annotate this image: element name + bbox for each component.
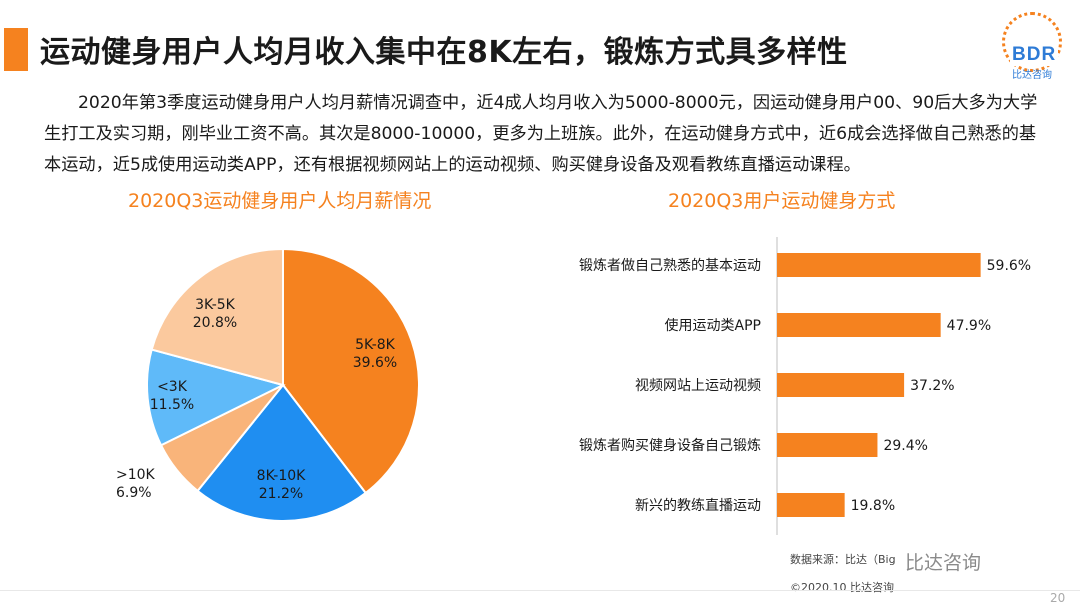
pie-value->10K: 6.9% xyxy=(116,485,152,501)
pie-chart: 5K-8K 39.6% 8K-10K 21.2% >10K 6.9% <3K 11.5% 3K-… xyxy=(116,247,420,522)
pie-label-3K-5K: 3K-5K xyxy=(195,297,236,313)
logo-subtitle: 比达咨询 xyxy=(1012,70,1052,81)
pie-slice-3K-5K xyxy=(150,247,284,387)
title-accent-bar xyxy=(4,28,28,71)
bar-chart: 锻炼者做自己熟悉的基本运动 59.6% 使用运动类APP 47.9% 视频网站上运动视频… xyxy=(579,237,1031,535)
pie-chart-title: 2020Q3运动健身用户人均月薪情况 xyxy=(128,190,432,212)
bar-category-label: 新兴的教练直播运动 xyxy=(635,497,761,514)
logo-text: BDR xyxy=(1010,44,1059,66)
bar-category-label: 锻炼者做自己熟悉的基本运动 xyxy=(579,257,761,274)
pie-label->10K: >10K xyxy=(116,467,156,483)
bar-4 xyxy=(777,433,878,457)
footer-divider xyxy=(0,590,1080,591)
page-number: 20 xyxy=(1050,591,1066,605)
page-title: 运动健身用户人均月收入集中在8K左右，锻炼方式具多样性 xyxy=(40,35,848,70)
bar-value-label: 37.2% xyxy=(910,378,954,394)
wechat-watermark: 比达咨询 xyxy=(905,552,982,574)
bar-category-label: 锻炼者购买健身设备自己锻炼 xyxy=(579,437,761,454)
bar-category-label: 视频网站上运动视频 xyxy=(635,378,761,394)
pie-value-3K-5K: 20.8% xyxy=(193,315,237,331)
pie-label-5K-8K: 5K-8K xyxy=(355,337,396,353)
pie-value-5K-8K: 39.6% xyxy=(353,355,397,371)
copyright: ©2020.10 比达咨询 xyxy=(790,581,894,594)
pie-slice-<3K xyxy=(146,348,286,447)
bar-1 xyxy=(777,253,981,277)
bar-2 xyxy=(777,313,941,337)
pie-slice-8K-10K xyxy=(196,383,368,522)
logo-ring-icon xyxy=(1002,12,1062,72)
bar-value-label: 19.8% xyxy=(851,498,895,514)
bar-value-label: 47.9% xyxy=(947,318,991,334)
data-source: 数据来源：比达（Big xyxy=(790,553,896,566)
pie-value-<3K: 11.5% xyxy=(150,397,194,413)
bdr-logo: BDR 比达咨询 xyxy=(996,10,1068,82)
bar-5 xyxy=(777,493,845,517)
bar-3 xyxy=(777,373,905,397)
pie-slice-5K-8K xyxy=(282,247,420,495)
bar-category-label: 使用运动类APP xyxy=(665,317,761,334)
bar-value-label: 59.6% xyxy=(987,258,1031,274)
pie-value-8K-10K: 21.2% xyxy=(259,486,303,502)
pie-label-8K-10K: 8K-10K xyxy=(257,468,306,484)
bar-chart-title: 2020Q3用户运动健身方式 xyxy=(668,190,896,212)
bar-value-label: 29.4% xyxy=(883,438,927,454)
summary-paragraph: 2020年第3季度运动健身用户人均月薪情况调查中，近4成人均月收入为5000-8… xyxy=(44,93,1038,175)
pie-label-<3K: <3K xyxy=(157,379,188,395)
